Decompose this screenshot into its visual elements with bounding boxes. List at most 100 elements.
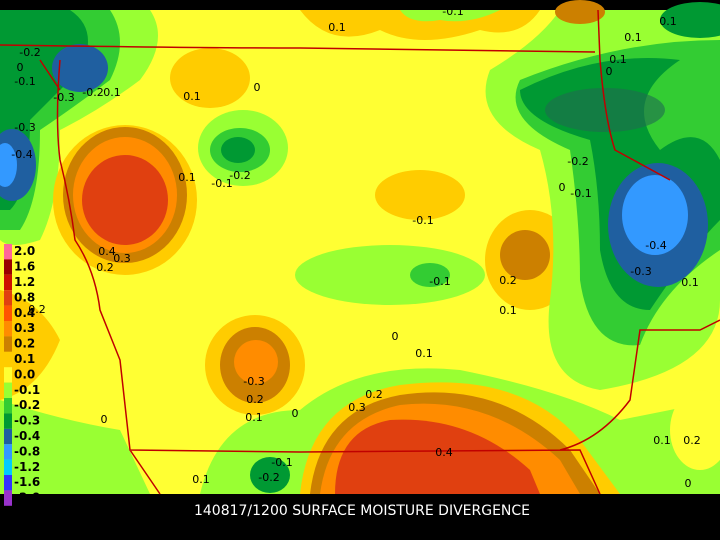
contour-label: 0 (392, 330, 399, 343)
legend-label: 0.0 (14, 367, 35, 381)
legend: 2.01.61.20.80.40.30.20.10.0-0.1-0.2-0.3-… (4, 244, 40, 506)
contour-label: 0 (292, 407, 299, 420)
contour-label: -0.1 (14, 75, 35, 88)
field-area (500, 230, 550, 280)
legend-label: 1.6 (14, 260, 35, 274)
legend-swatch (4, 274, 12, 291)
contour-label: 0.1 (103, 86, 121, 99)
legend-swatch (4, 382, 12, 398)
field-area (250, 457, 290, 493)
contour-labels: 0.1-0.10.10.1-0.20-0.1-0.3 -0.2 0.1 0.100.1… (11, 5, 700, 490)
contour-label: 0.1 (178, 171, 196, 184)
legend-swatch (4, 336, 12, 352)
field-area (555, 0, 605, 24)
contour-label: 0.4 (98, 245, 116, 258)
legend-label: -2.0 (14, 491, 40, 505)
contour-label: 0.1 (609, 53, 627, 66)
contour-label: 0 (606, 65, 613, 78)
legend-label: -0.4 (14, 429, 40, 443)
field-area (234, 340, 278, 384)
contour-label: -0.1 (442, 5, 463, 18)
legend-swatch (4, 259, 12, 275)
contour-label: 0.1 (415, 347, 433, 360)
contour-label: 0.1 (681, 276, 699, 289)
legend-swatch (4, 305, 12, 321)
contour-label: 0.1 (192, 473, 210, 486)
contour-label: 0.3 (348, 401, 366, 414)
field-area (82, 155, 168, 245)
field-area (375, 170, 465, 220)
legend-label: 0.2 (14, 337, 35, 351)
contour-label: 0 (254, 81, 261, 94)
legend-label: 0.4 (14, 306, 35, 320)
borders (0, 9, 720, 495)
legend-swatch (4, 444, 12, 460)
contour-label: 0 (685, 477, 692, 490)
field-area (410, 263, 450, 287)
legend-swatch (4, 398, 12, 414)
contour-label: -0.2 (567, 155, 588, 168)
contour-label: 0.3 (113, 252, 131, 265)
contour-label: -0.2 (258, 471, 279, 484)
legend-swatch (4, 351, 12, 368)
contour-label: 0.1 (499, 304, 517, 317)
field-area (295, 245, 485, 305)
legend-label: 1.2 (14, 275, 35, 289)
legend-swatch (4, 490, 12, 506)
field-area (545, 88, 665, 132)
legend-swatch (4, 413, 12, 429)
contour-label: 0.1 (659, 15, 677, 28)
contour-label: -0.3 (243, 375, 264, 388)
contour-label: -0.3 (53, 91, 74, 104)
legend-label: 2.0 (14, 244, 35, 258)
contour-label: 0.2 (96, 261, 114, 274)
legend-swatch (4, 428, 12, 445)
legend-label: 0.3 (14, 321, 35, 335)
caption: 140817/1200 SURFACE MOISTURE DIVERGENCE (194, 503, 530, 519)
field-area (335, 419, 540, 494)
legend-swatch (4, 321, 12, 337)
contour-label: -0.1 (412, 214, 433, 227)
contour-label: 0.1 (183, 90, 201, 103)
contour-label: -0.2 (19, 46, 40, 59)
contour-label: 0.1 (653, 434, 671, 447)
legend-swatch (4, 475, 12, 491)
legend-swatch (4, 367, 12, 383)
legend-label: 0.1 (14, 352, 35, 366)
contour-label: 0.1 (624, 31, 642, 44)
field-area (0, 143, 17, 187)
legend-label: -0.8 (14, 444, 40, 458)
contour-label: -0.4 (645, 239, 666, 252)
legend-label: -0.1 (14, 383, 40, 397)
contour-label: 0.2 (28, 303, 46, 316)
legend-swatch (4, 459, 12, 475)
contour-label: -0.1 (271, 456, 292, 469)
contour-label: 0.2 (365, 388, 383, 401)
field-area (170, 48, 250, 108)
legend-swatch (4, 290, 12, 306)
contour-label: 0.4 (435, 446, 453, 459)
contour-label: -0.3 (630, 265, 651, 278)
field-area (221, 137, 255, 163)
contour-label: 0.1 (245, 411, 263, 424)
field-area (0, 400, 150, 494)
contour-label: 0 (101, 413, 108, 426)
contour-label: -0.1 (570, 187, 591, 200)
field-area (660, 2, 720, 38)
legend-label: 0.8 (14, 290, 35, 304)
field-area (622, 175, 688, 255)
contour-label: 0 (559, 181, 566, 194)
field-area (670, 390, 720, 470)
field-area (0, 290, 60, 400)
contour-label: 0.2 (499, 274, 517, 287)
legend-label: -0.3 (14, 414, 40, 428)
contour-label: 0.1 (328, 21, 346, 34)
contour-label: -0.3 (14, 121, 35, 134)
contour-label: -0.1 (211, 177, 232, 190)
legend-label: -0.2 (14, 398, 40, 412)
field-area (52, 44, 108, 92)
state-border (0, 9, 720, 495)
field (0, 0, 720, 494)
